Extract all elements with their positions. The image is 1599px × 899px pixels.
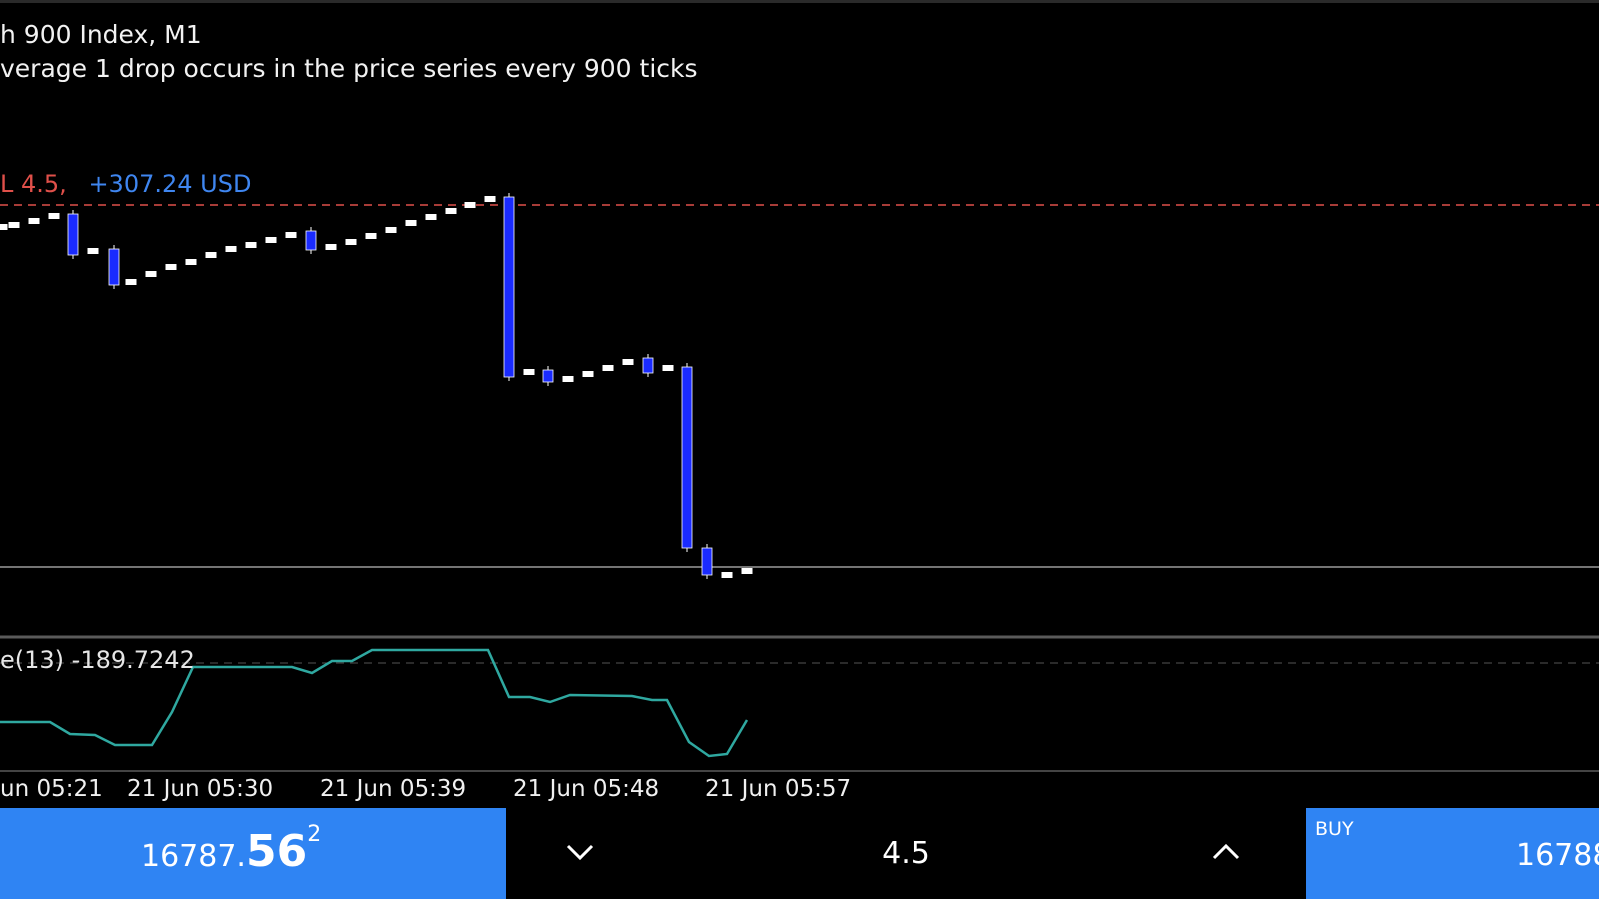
bear-candle (642, 357, 654, 374)
bull-candle (325, 244, 337, 250)
buy-label: BUY (1315, 818, 1354, 840)
bull-candle (285, 232, 297, 238)
sell-price-fraction: 2 (307, 822, 322, 847)
bull-candle (245, 242, 257, 248)
bear-candle (542, 369, 554, 383)
bull-candle (425, 214, 437, 220)
bull-candle (225, 246, 237, 252)
chevron-up-icon (1212, 843, 1240, 860)
bull-candle (0, 224, 8, 230)
volume-value[interactable]: 4.5 (882, 836, 930, 871)
bull-candle (165, 264, 177, 270)
bear-candle (108, 248, 120, 286)
bull-candle (721, 572, 733, 578)
bull-candle (405, 220, 417, 226)
indicator-label: e(13) -189.7242 (0, 646, 195, 674)
volume-increase-button[interactable] (1206, 832, 1246, 872)
bull-candle (445, 208, 457, 214)
volume-control: 4.5 (506, 808, 1306, 899)
bull-candle (622, 359, 634, 365)
price-chart[interactable] (0, 0, 1599, 808)
time-label-2: 21 Jun 05:30 (127, 776, 274, 802)
bear-candle (305, 230, 317, 251)
bull-candle (205, 252, 217, 258)
bear-candle (503, 196, 515, 378)
time-label-4: 21 Jun 05:48 (513, 776, 660, 802)
volume-decrease-button[interactable] (560, 832, 600, 872)
bull-candle (87, 248, 99, 254)
sell-button[interactable]: 16787.562 (0, 808, 506, 899)
bull-candle (582, 371, 594, 377)
chart-title: h 900 Index, M1 (0, 20, 202, 49)
bull-candle (8, 222, 20, 228)
time-label-3: 21 Jun 05:39 (320, 776, 467, 802)
indicator-line (0, 648, 749, 758)
bear-candle (67, 213, 79, 256)
bull-candle (662, 365, 674, 371)
position-pnl: +307.24 USD (88, 170, 252, 198)
sell-price: 16787.562 (141, 822, 321, 877)
bull-candle (464, 202, 476, 208)
top-border (0, 0, 1599, 3)
bull-candle (484, 196, 496, 202)
bull-candle (265, 237, 277, 243)
bull-candle (602, 365, 614, 371)
position-label[interactable]: L 4.5, +307.24 USD (0, 170, 251, 198)
bull-candle (48, 213, 60, 219)
bear-candle (701, 547, 713, 576)
sell-price-main: 16787. (141, 839, 246, 874)
bull-candle (185, 259, 197, 265)
trade-bar: 16787.562 4.5 BUY 16788 (0, 808, 1599, 899)
time-label-5: 21 Jun 05:57 (705, 776, 852, 802)
bear-candle (681, 366, 693, 549)
position-lot: L 4.5, (0, 170, 67, 198)
bull-candle (365, 233, 377, 239)
buy-button[interactable]: BUY 16788 (1306, 808, 1599, 899)
bull-candle (345, 239, 357, 245)
bull-candle (145, 271, 157, 277)
bull-candle (385, 227, 397, 233)
time-label-1: un 05:21 (0, 776, 103, 802)
bull-candle (28, 218, 40, 224)
buy-price: 16788 (1516, 838, 1599, 873)
chart-subtitle: verage 1 drop occurs in the price series… (0, 54, 698, 83)
candles-group (0, 193, 753, 579)
bull-candle (125, 279, 137, 285)
bull-candle (741, 568, 753, 574)
sell-price-pips: 56 (245, 826, 308, 877)
bull-candle (523, 369, 535, 375)
bull-candle (562, 376, 574, 382)
chevron-down-icon (566, 844, 594, 861)
